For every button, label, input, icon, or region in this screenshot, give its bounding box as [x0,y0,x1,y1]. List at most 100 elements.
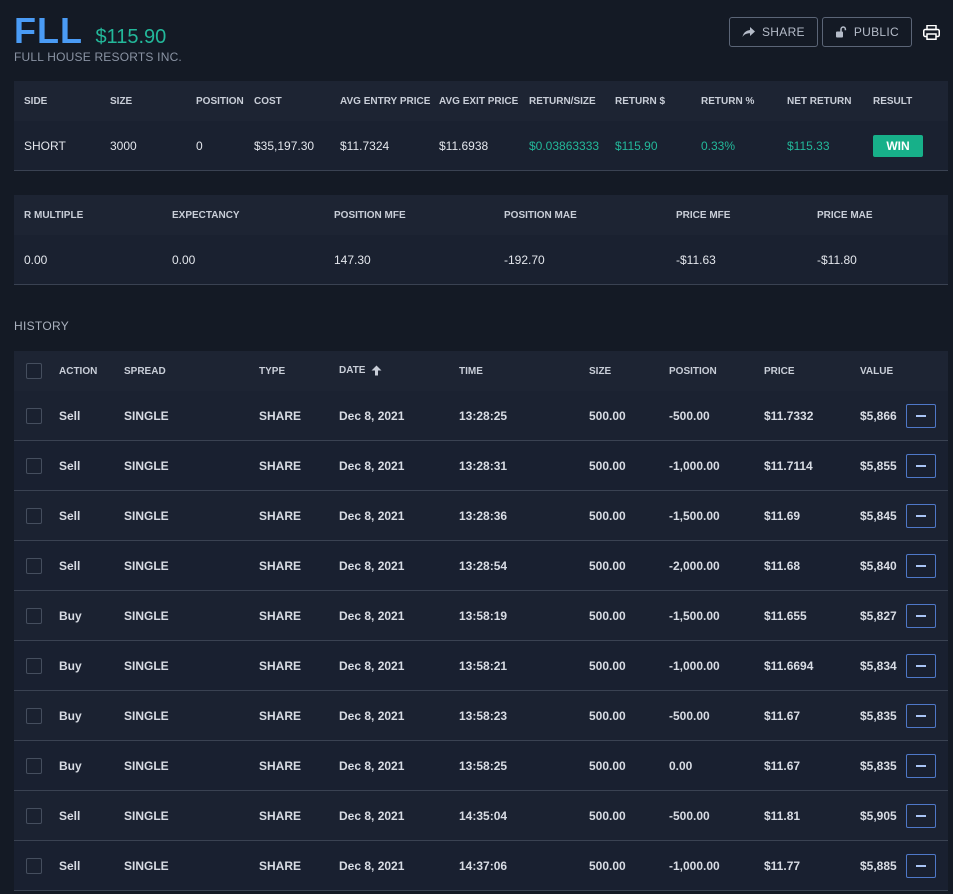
cell-value: $5,835 [860,758,897,773]
row-checkbox[interactable] [26,707,42,724]
cell-date: Dec 8, 2021 [339,508,405,523]
cell-action: Buy [59,608,82,623]
cell-value: $5,866 [860,408,897,423]
minus-icon [916,664,926,667]
value-price-mfe: -$11.63 [676,252,716,267]
cell-action: Sell [59,558,81,573]
row-checkbox[interactable] [26,857,42,874]
row-actions-cell [898,553,946,578]
row-checkbox[interactable] [26,807,42,824]
row-checkbox[interactable] [26,407,42,424]
minus-icon [916,814,926,817]
cell-spread: SINGLE [124,708,169,723]
cell-spread: SINGLE [124,758,169,773]
cell-time: 13:28:36 [459,508,508,523]
minus-icon [916,464,926,467]
table-row: Sell SINGLE SHARE Dec 8, 2021 14:35:04 500.00… [14,791,948,841]
col-header-date[interactable]: DATE [329,365,449,377]
cell-action: Sell [59,458,81,473]
cell-position: -1,500.00 [669,608,720,623]
cell-date: Dec 8, 2021 [339,608,405,623]
cell-type: SHARE [259,508,302,523]
cell-position: -1,000.00 [669,458,720,473]
col-header-spread-label: SPREAD [124,365,166,377]
remove-row-button[interactable] [906,853,936,878]
remove-row-button[interactable] [906,403,936,428]
company-name: FULL HOUSE RESORTS INC. [14,50,182,64]
cell-price: $11.68 [764,558,801,573]
cell-date: Dec 8, 2021 [339,458,405,473]
row-checkbox-cell [14,607,49,624]
col-header-type-label: TYPE [259,365,286,377]
cell-size: 500.00 [589,458,626,473]
minus-icon [916,764,926,767]
trade-header: FLL $115.90 FULL HOUSE RESORTS INC. [14,10,182,64]
row-actions-cell [898,753,946,778]
col-header-r-multiple: R MULTIPLE [24,209,84,221]
col-header-return-dollar: RETURN $ [615,95,666,107]
cell-action: Sell [59,858,81,873]
value-position-mfe: 147.30 [334,252,371,267]
remove-row-button[interactable] [906,803,936,828]
summary-header-row: SIDE SIZE POSITION COST AVG ENTRY PRICE AVG E… [14,81,948,121]
cell-time: 14:35:04 [459,808,508,823]
public-button[interactable]: PUBLIC [821,17,912,47]
cell-spread: SINGLE [124,808,169,823]
cell-spread: SINGLE [124,558,169,573]
cell-spread: SINGLE [124,858,169,873]
cell-type: SHARE [259,458,302,473]
value-price-mae: -$11.80 [817,252,857,267]
cell-value: $5,835 [860,708,897,723]
remove-row-button[interactable] [906,703,936,728]
cell-action: Buy [59,708,82,723]
remove-row-button[interactable] [906,753,936,778]
cell-price: $11.6694 [764,658,814,673]
col-header-return-per-size: RETURN/SIZE [529,95,596,107]
cell-value: $5,905 [860,808,897,823]
cell-spread: SINGLE [124,658,169,673]
row-checkbox[interactable] [26,657,42,674]
cell-type: SHARE [259,658,302,673]
history-header-row: ACTION SPREAD TYPE DATE TIME SIZE POSITION PRIC… [14,351,948,391]
remove-row-button[interactable] [906,453,936,478]
cell-date: Dec 8, 2021 [339,758,405,773]
row-checkbox[interactable] [26,507,42,524]
row-checkbox-cell [14,857,49,874]
row-actions-cell [898,453,946,478]
col-header-time: TIME [449,366,579,377]
col-header-price-mae: PRICE MAE [817,209,873,221]
row-checkbox[interactable] [26,607,42,624]
col-header-value: VALUE [850,366,898,377]
remove-row-button[interactable] [906,503,936,528]
cell-position: -500.00 [669,708,710,723]
remove-row-button[interactable] [906,653,936,678]
row-actions-cell [898,803,946,828]
cell-position: -1,500.00 [669,508,720,523]
print-icon[interactable] [922,23,940,41]
row-checkbox[interactable] [26,757,42,774]
col-header-position-label: POSITION [669,365,717,377]
sort-ascending-icon[interactable] [371,365,382,376]
remove-row-button[interactable] [906,603,936,628]
row-checkbox[interactable] [26,457,42,474]
table-row: Sell SINGLE SHARE Dec 8, 2021 13:28:31 500.00… [14,441,948,491]
cell-size: 500.00 [589,608,626,623]
select-all-checkbox[interactable] [26,363,42,379]
cell-value: $5,834 [860,658,897,673]
cell-price: $11.77 [764,858,801,873]
cell-spread: SINGLE [124,508,169,523]
result-cell: WIN [863,134,948,157]
minus-icon [916,564,926,567]
cell-price: $11.7332 [764,408,814,423]
result-badge: WIN [873,134,923,157]
row-checkbox[interactable] [26,557,42,574]
col-header-position-mae: POSITION MAE [504,209,577,221]
trade-pnl: $115.90 [95,26,167,48]
cell-time: 13:28:54 [459,558,508,573]
share-button[interactable]: SHARE [729,17,818,47]
remove-row-button[interactable] [906,553,936,578]
value-return-per-size: $0.03863333 [529,138,600,153]
row-checkbox-cell [14,657,49,674]
share-icon [742,26,755,37]
minus-icon [916,514,926,517]
